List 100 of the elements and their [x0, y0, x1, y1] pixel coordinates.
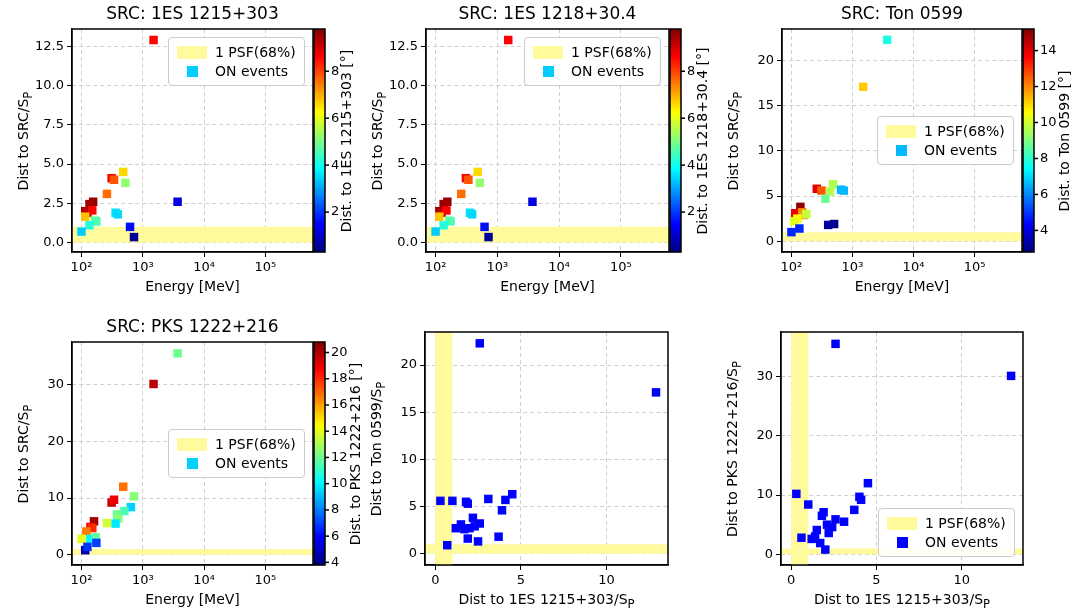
y-tick-label: 0.0	[397, 233, 418, 249]
color-bar-label: 6	[331, 527, 340, 543]
y-tick-label: 20	[757, 51, 774, 67]
color-bar-label: 14	[1040, 41, 1057, 57]
x-axis-title: Dist to 1ES 1215+303/S$_{P}$	[813, 591, 991, 611]
x-tick-label: 10⁵	[254, 259, 277, 275]
x-tick-label: 0	[431, 572, 440, 588]
legend-label: 1 PSF(68%)	[925, 515, 1006, 531]
color-bar-label: 4	[331, 553, 340, 569]
color-bar-label: 18	[331, 370, 348, 386]
y-tick-label: 15	[400, 403, 417, 419]
x-tick-label: 10	[598, 572, 615, 588]
y-tick-label: 2.5	[43, 194, 64, 210]
legend-label: 1 PSF(68%)	[924, 123, 1005, 139]
y-tick-label: 0.0	[43, 233, 64, 249]
legend-label: ON events	[925, 534, 999, 550]
color-bar-label: 8	[331, 501, 340, 517]
color-bar-label: 16	[331, 396, 348, 412]
y-tick-label: 7.5	[397, 116, 418, 132]
y-tick-label: 30	[756, 367, 773, 383]
x-tick-label: 10³	[131, 572, 154, 588]
chart-title: SRC: 1ES 1218+30.4	[458, 3, 637, 23]
y-tick-label: 20	[47, 432, 64, 448]
x-axis-title: Energy [MeV]	[854, 278, 950, 294]
point	[501, 495, 510, 505]
y-tick-label: 0	[408, 545, 417, 561]
point	[484, 494, 493, 504]
point	[448, 496, 457, 506]
x-axis-title: Energy [MeV]	[145, 591, 240, 607]
y-tick-label: 30	[47, 375, 64, 391]
x-tick-label: 0	[787, 572, 796, 588]
point	[470, 522, 479, 531]
point	[831, 515, 840, 524]
point	[463, 534, 473, 543]
color-bar-label: 10	[331, 475, 348, 491]
x-axis-title: Dist to 1ES 1215+303/S$_{P}$	[458, 591, 635, 611]
y-tick-label: 0	[55, 546, 64, 562]
x-tick-label: 10²	[70, 572, 93, 588]
point	[810, 532, 820, 541]
color-bar-label: 2	[331, 203, 340, 219]
legend-label: ON events	[215, 63, 289, 79]
chart-title: SRC: 1ES 1215+303	[106, 3, 279, 23]
y-tick-label: 0	[764, 545, 773, 561]
chart-title: SRC: Ton 0599	[840, 3, 964, 23]
y-tick-label: 5	[765, 187, 774, 203]
point	[850, 505, 859, 515]
color-bar-title: Dist. to 1ES 1218+30.4 [°]	[694, 47, 711, 234]
y-tick-label: 15	[757, 97, 774, 113]
x-tick-label: 10³	[841, 259, 864, 275]
point	[497, 506, 507, 515]
legend-label: ON events	[924, 142, 998, 158]
legend-label: 1 PSF(68%)	[215, 44, 296, 60]
chart-title: SRC: PKS 1222+216	[106, 316, 279, 336]
color-bar-label: 8	[1040, 149, 1049, 165]
point	[797, 533, 806, 542]
point	[508, 490, 517, 499]
x-tick-label: 10³	[486, 259, 509, 275]
color-bar-label: 4	[1040, 221, 1049, 237]
x-tick-label: 10	[953, 572, 970, 588]
point	[831, 339, 840, 349]
y-tick-label: 10	[756, 486, 773, 502]
point	[436, 496, 445, 506]
color-bar-label: 6	[331, 109, 340, 125]
point	[494, 532, 503, 541]
color-bar-title: Dist. to PKS 1222+216 [°]	[346, 362, 363, 545]
color-bar-label: 10	[1040, 113, 1057, 129]
color-bar-label: 20	[331, 343, 348, 359]
x-axis-title: Energy [MeV]	[500, 278, 595, 294]
x-tick-label: 5	[872, 572, 881, 588]
point	[821, 545, 830, 554]
y-tick-label: 12.5	[35, 37, 64, 53]
legend-label: ON events	[571, 63, 645, 79]
x-tick-label: 10⁴	[193, 259, 215, 275]
y-tick-label: 5.0	[397, 155, 418, 171]
color-bar-label: 4	[331, 156, 340, 172]
y-tick-label: 12.5	[389, 37, 418, 53]
y-tick-label: 20	[756, 427, 773, 443]
color-bar-label: 14	[331, 422, 348, 438]
y-tick-label: 7.5	[43, 116, 64, 132]
point	[651, 388, 661, 397]
y-tick-label: 20	[400, 356, 417, 372]
x-tick-label: 5	[516, 572, 525, 588]
x-tick-label: 10²	[70, 259, 93, 275]
y-tick-label: 0	[765, 232, 774, 248]
legend-label: ON events	[215, 455, 289, 471]
color-bar-title: Dist. to 1ES 1215+303 [°]	[338, 49, 355, 232]
color-bar-label: 8	[687, 62, 696, 78]
x-tick-label: 10²	[424, 259, 447, 275]
point	[473, 537, 483, 546]
legend-label: 1 PSF(68%)	[571, 44, 652, 60]
legend-label: 1 PSF(68%)	[215, 436, 296, 452]
color-bar-label: 12	[1040, 77, 1057, 93]
y-tick-label: 10	[757, 142, 774, 158]
y-tick-label: 2.5	[397, 194, 418, 210]
point	[792, 489, 801, 499]
y-tick-label: 5.0	[43, 155, 64, 171]
point	[822, 520, 832, 529]
point	[804, 500, 813, 509]
x-tick-label: 10⁴	[193, 572, 215, 588]
y-tick-label: 10	[47, 489, 64, 505]
